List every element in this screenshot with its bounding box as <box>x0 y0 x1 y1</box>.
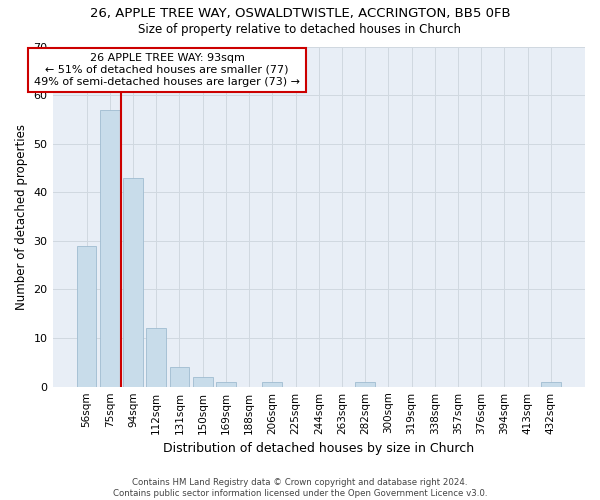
X-axis label: Distribution of detached houses by size in Church: Distribution of detached houses by size … <box>163 442 475 455</box>
Text: Size of property relative to detached houses in Church: Size of property relative to detached ho… <box>139 22 461 36</box>
Text: Contains HM Land Registry data © Crown copyright and database right 2024.
Contai: Contains HM Land Registry data © Crown c… <box>113 478 487 498</box>
Bar <box>216 382 236 386</box>
Bar <box>355 382 375 386</box>
Bar <box>193 377 212 386</box>
Bar <box>262 382 282 386</box>
Text: 26, APPLE TREE WAY, OSWALDTWISTLE, ACCRINGTON, BB5 0FB: 26, APPLE TREE WAY, OSWALDTWISTLE, ACCRI… <box>89 8 511 20</box>
Bar <box>77 246 97 386</box>
Bar <box>100 110 119 386</box>
Bar <box>123 178 143 386</box>
Text: 26 APPLE TREE WAY: 93sqm
← 51% of detached houses are smaller (77)
49% of semi-d: 26 APPLE TREE WAY: 93sqm ← 51% of detach… <box>34 54 300 86</box>
Bar <box>170 367 190 386</box>
Bar <box>146 328 166 386</box>
Y-axis label: Number of detached properties: Number of detached properties <box>15 124 28 310</box>
Bar <box>541 382 561 386</box>
